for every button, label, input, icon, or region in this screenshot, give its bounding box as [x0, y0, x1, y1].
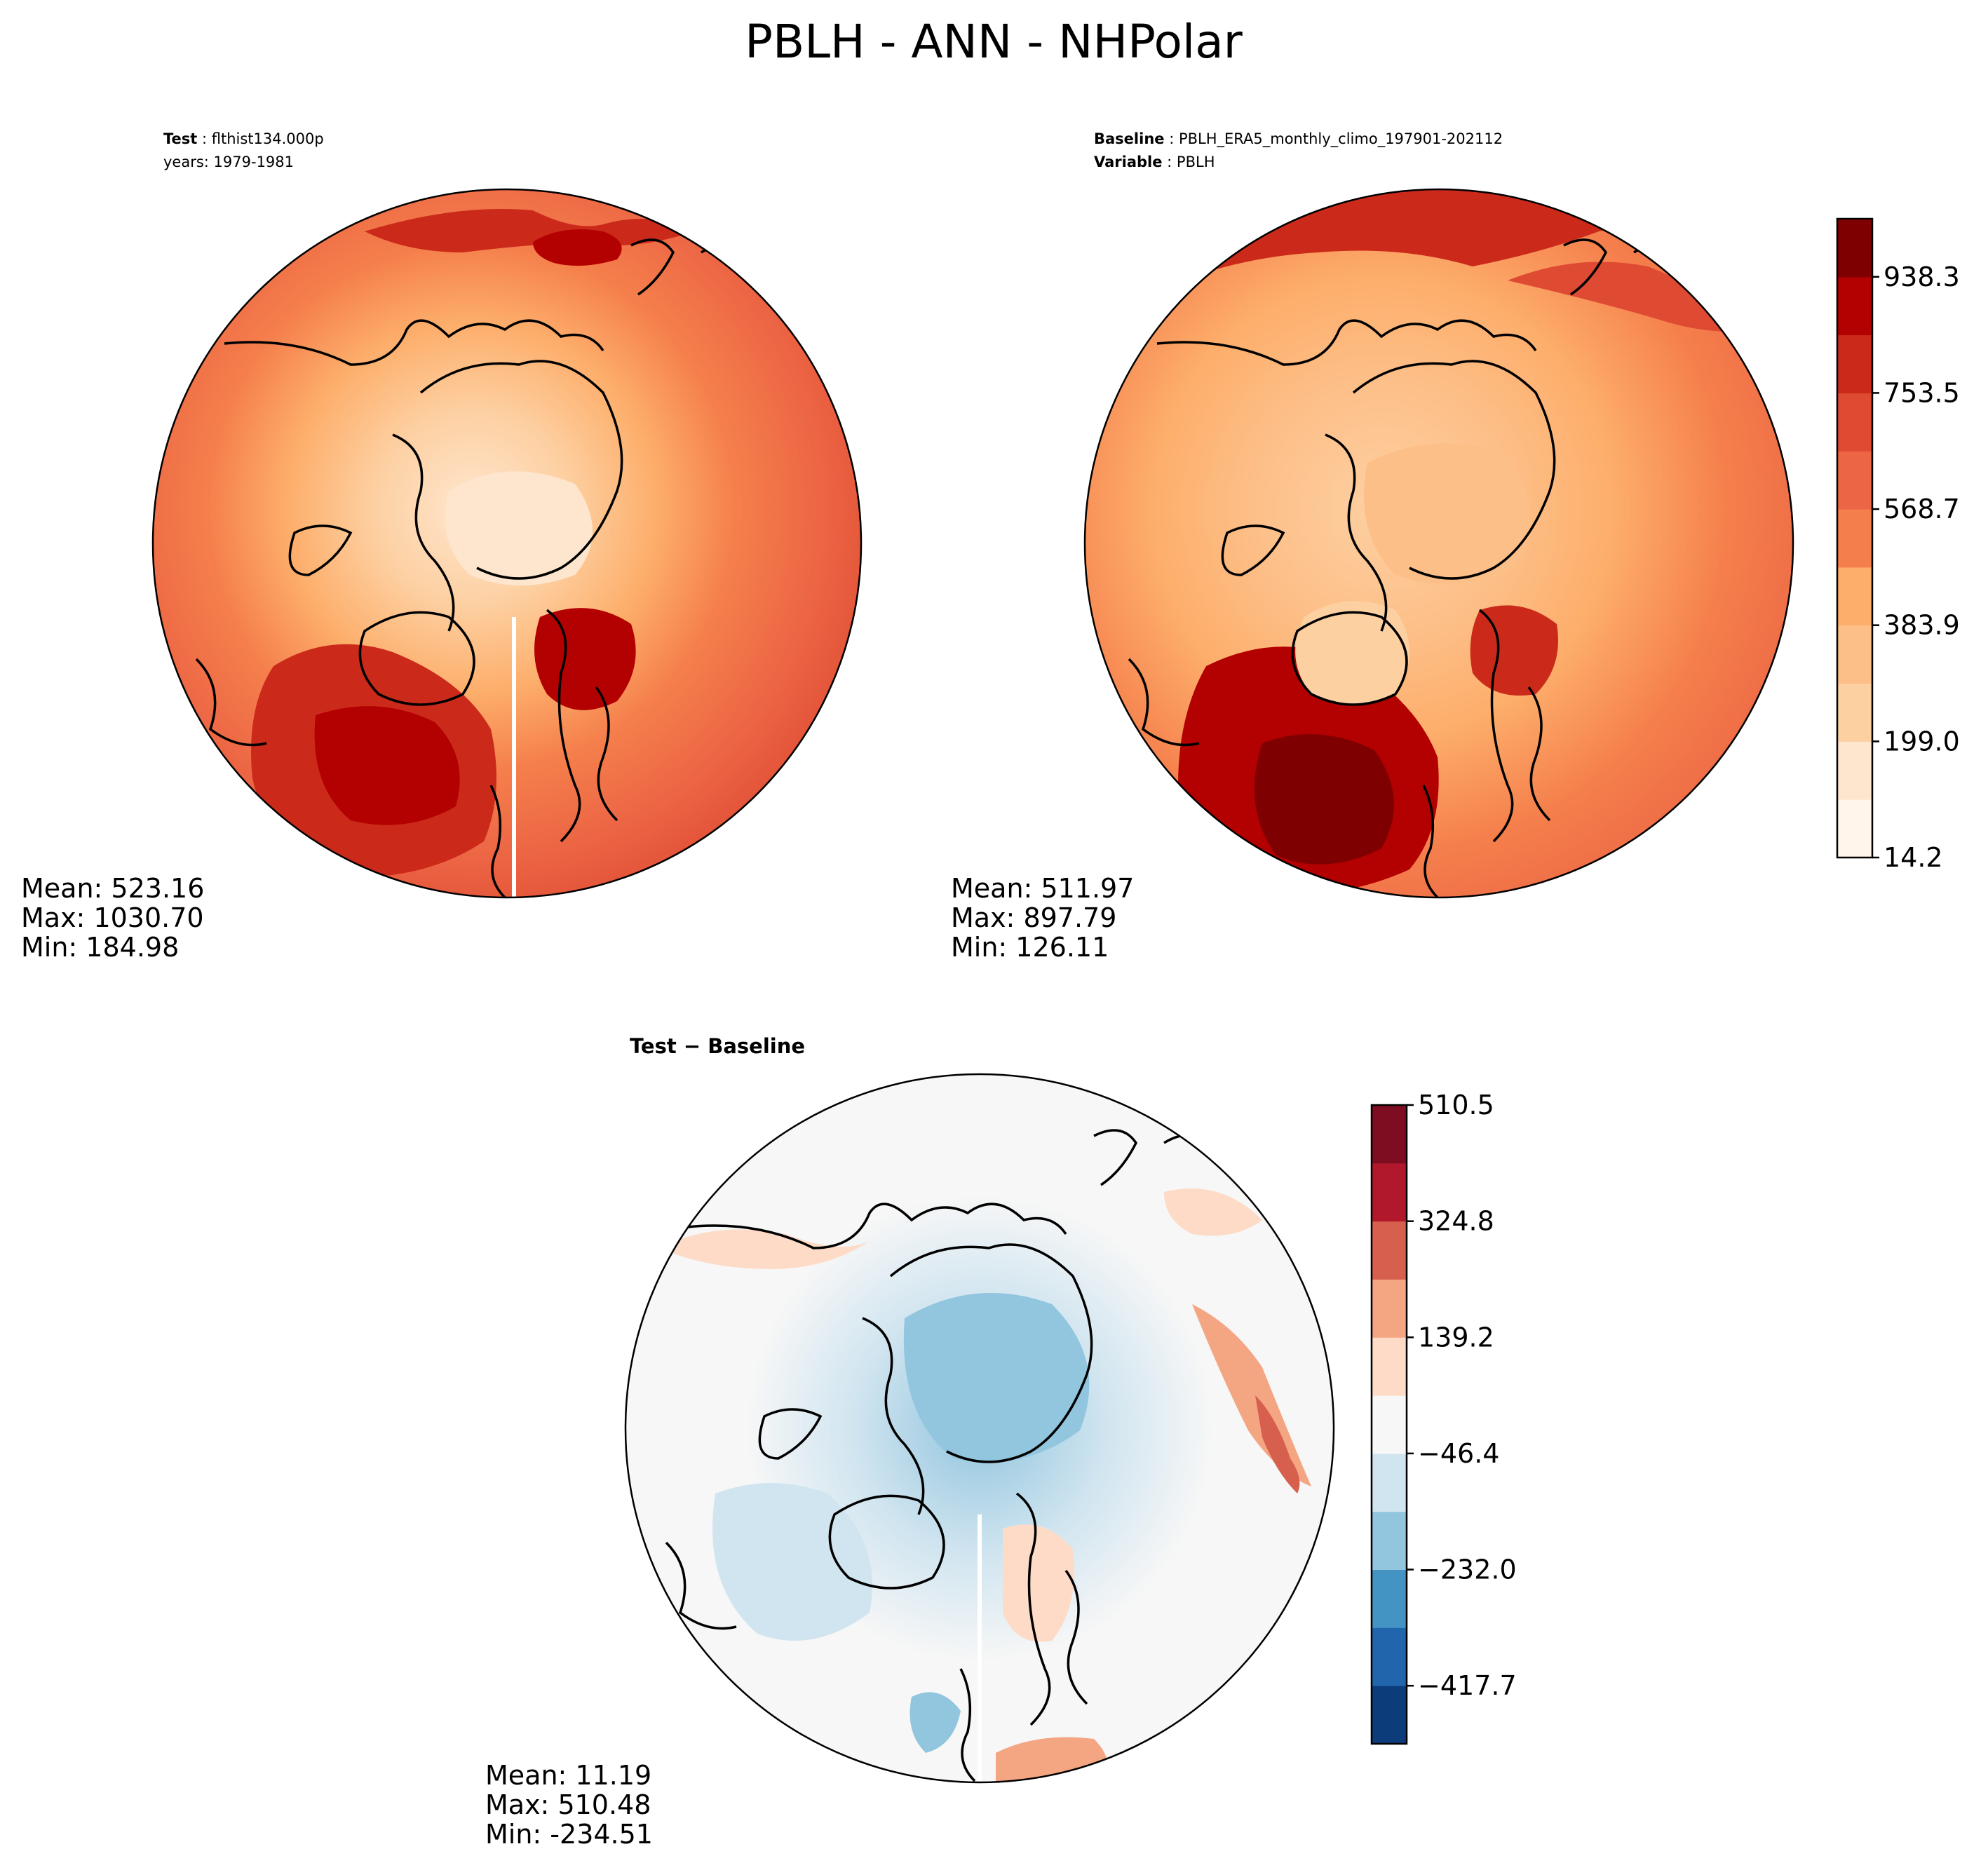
baseline-map-region-pole: [1364, 443, 1531, 584]
test-header-line1: Test : flthist134.000p: [163, 130, 324, 147]
diff-map-region-east-red: [1255, 1395, 1300, 1493]
diff-colorbar-segment: [1372, 1686, 1407, 1744]
main-colorbar-segment: [1837, 625, 1872, 684]
baseline-stat-max: Max: 897.79: [951, 902, 1116, 933]
test-map-region-atlantic-core: [314, 706, 460, 825]
test-map-region-pole: [445, 471, 593, 585]
test-map-region-barents: [534, 608, 636, 710]
main-colorbar-segment: [1837, 219, 1872, 278]
diff-stats: Mean: 11.19 Max: 510.48 Min: -234.51: [485, 1760, 653, 1850]
baseline-map: [1085, 189, 1793, 897]
diff-colorbar-tick-label: 510.5: [1418, 1090, 1494, 1120]
baseline-variable-label: Variable: [1094, 154, 1162, 170]
diff-map: [626, 1074, 1334, 1782]
baseline-map-region-greenland: [1295, 601, 1409, 705]
main-colorbar-segment: [1837, 741, 1872, 800]
main-colorbar-tick-label: 753.5: [1884, 377, 1960, 408]
diff-colorbar: 510.5 324.8 139.2 −46.4 −232.0 −417.7: [1370, 1090, 1517, 1745]
main-colorbar-segment: [1837, 451, 1872, 510]
baseline-variable-value: PBLH: [1177, 154, 1215, 170]
diff-stat-max: Max: 510.48: [485, 1789, 651, 1820]
baseline-variable-sep: :: [1162, 154, 1176, 170]
diff-colorbar-tick-label: −46.4: [1418, 1438, 1499, 1469]
main-colorbar-tick-label: 14.2: [1884, 842, 1943, 873]
test-map-region-north-core: [533, 229, 622, 266]
main-colorbar-segment: [1837, 393, 1872, 452]
test-map-coastlines: [195, 238, 759, 897]
test-stat-max: Max: 1030.70: [21, 902, 204, 933]
main-colorbar-segment: [1837, 567, 1872, 626]
diff-colorbar-tick-label: 324.8: [1418, 1206, 1494, 1237]
main-colorbar-tick-label: 938.3: [1884, 262, 1960, 292]
diff-colorbar-segment: [1372, 1105, 1407, 1164]
main-colorbar-segment: [1837, 276, 1872, 336]
diff-map-border: [624, 1073, 1335, 1784]
main-colorbar-tick-label: 568.7: [1884, 494, 1960, 524]
diff-stat-mean: Mean: 11.19: [485, 1760, 651, 1791]
diff-colorbar-tick-label: 139.2: [1418, 1322, 1494, 1353]
test-map-border: [151, 188, 863, 899]
test-stat-mean: Mean: 523.16: [21, 873, 204, 904]
baseline-panel: Baseline : PBLH_ERA5_monthly_climo_19790…: [951, 130, 1794, 963]
main-colorbar-segment: [1837, 334, 1872, 393]
diff-colorbar-tick-label: −417.7: [1418, 1670, 1517, 1701]
baseline-map-region-northeast: [1508, 262, 1767, 332]
baseline-header-line2: Variable : PBLH: [1094, 154, 1215, 170]
diff-panel: Test − Baseline: [485, 1034, 1335, 1850]
diff-map-region-north-pink: [659, 1229, 870, 1269]
figure-title: PBLH - ANN - NHPolar: [745, 15, 1243, 69]
main-colorbar-tick-label: 199.0: [1884, 726, 1960, 757]
test-header-sep: :: [197, 130, 211, 147]
baseline-map-region-atlantic-core: [1254, 734, 1394, 865]
main-colorbar-segment: [1837, 509, 1872, 568]
diff-header: Test − Baseline: [630, 1034, 805, 1058]
diff-colorbar-segment: [1372, 1453, 1407, 1512]
main-colorbar-segment: [1837, 683, 1872, 742]
baseline-header-line1: Baseline : PBLH_ERA5_monthly_climo_19790…: [1094, 130, 1503, 148]
diff-stat-min: Min: -234.51: [485, 1819, 653, 1850]
diff-map-region-northeast-pink: [1164, 1188, 1262, 1236]
diff-colorbar-tick-label: −232.0: [1418, 1554, 1517, 1585]
baseline-map-region-barents: [1470, 605, 1558, 696]
baseline-stat-min: Min: 126.11: [951, 932, 1109, 963]
diff-colorbar-segment: [1372, 1511, 1407, 1571]
diff-colorbar-segment: [1372, 1627, 1407, 1686]
baseline-map-coastlines: [1128, 238, 1691, 897]
test-header-line2: years: 1979-1981: [163, 154, 294, 170]
main-colorbar-tick-label: 383.9: [1884, 610, 1960, 641]
test-map: [153, 189, 861, 897]
diff-map-region-scandinavia-pink: [1003, 1524, 1074, 1642]
baseline-stats: Mean: 511.97 Max: 897.79 Min: 126.11: [951, 873, 1134, 963]
baseline-header-label: Baseline: [1094, 130, 1165, 147]
main-colorbar-border: [1836, 217, 1874, 859]
baseline-map-border: [1083, 188, 1794, 899]
test-stat-min: Min: 184.98: [21, 932, 179, 963]
diff-map-region-pole-blue: [903, 1293, 1090, 1462]
diff-map-region-south-blue: [910, 1692, 961, 1753]
main-colorbar-segment: [1837, 799, 1872, 858]
test-stats: Mean: 523.16 Max: 1030.70 Min: 184.98: [21, 873, 204, 963]
diff-colorbar-segment: [1372, 1395, 1407, 1454]
diff-colorbar-segment: [1372, 1279, 1407, 1338]
diff-colorbar-segment: [1372, 1221, 1407, 1280]
test-panel: Test : flthist134.000p years: 1979-1981: [21, 130, 863, 963]
diff-colorbar-border: [1370, 1104, 1408, 1745]
baseline-header-sep: :: [1165, 130, 1179, 147]
baseline-header-value: PBLH_ERA5_monthly_climo_197901-202112: [1179, 130, 1503, 148]
test-header-label: Test: [163, 130, 197, 147]
main-colorbar: 14.2 199.0 383.9 568.7 753.5 938.3: [1836, 217, 1960, 873]
test-header-value: flthist134.000p: [212, 130, 324, 147]
diff-colorbar-segment: [1372, 1337, 1407, 1396]
diff-colorbar-segment: [1372, 1163, 1407, 1222]
baseline-stat-mean: Mean: 511.97: [951, 873, 1134, 904]
diff-map-coastlines: [665, 1129, 1222, 1782]
diff-colorbar-segment: [1372, 1569, 1407, 1628]
